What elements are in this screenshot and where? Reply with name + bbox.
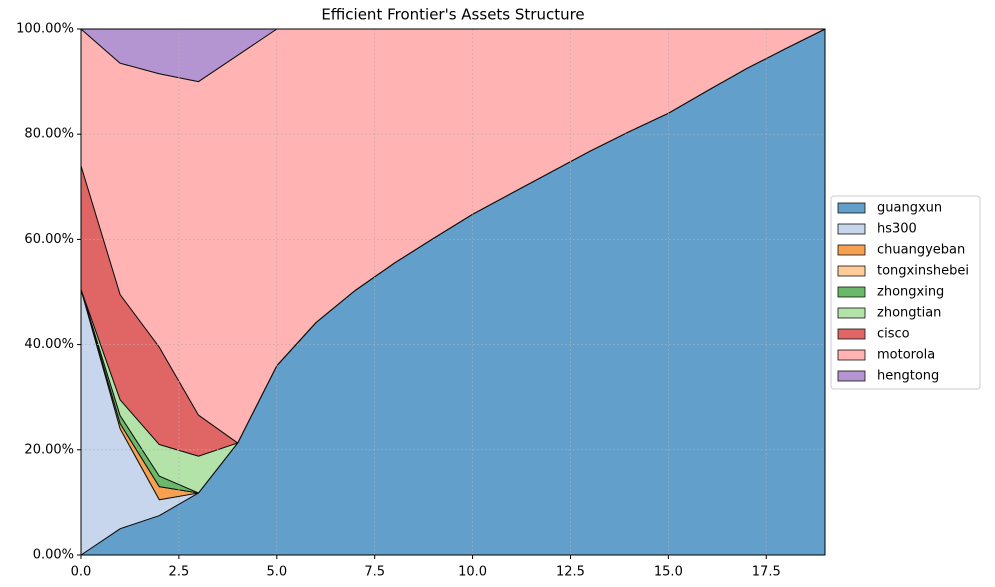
legend-label: zhongtian bbox=[877, 306, 941, 321]
x-tick-label: 12.5 bbox=[556, 565, 585, 580]
legend-box bbox=[830, 195, 981, 390]
legend-swatch bbox=[837, 202, 866, 214]
y-tick-label: 40.00% bbox=[24, 337, 74, 352]
legend-label: chuangyeban bbox=[877, 243, 965, 258]
legend-swatch bbox=[837, 349, 866, 361]
chart-title: Efficient Frontier's Assets Structure bbox=[321, 6, 584, 24]
legend-swatch bbox=[837, 286, 866, 298]
legend-swatch bbox=[837, 244, 866, 256]
legend-label: tongxinshebei bbox=[877, 264, 969, 279]
y-tick-label: 60.00% bbox=[24, 232, 74, 247]
x-tick-label: 17.5 bbox=[752, 565, 781, 580]
x-tick-label: 7.5 bbox=[364, 565, 385, 580]
y-tick-label: 80.00% bbox=[24, 127, 74, 142]
legend-label: guangxun bbox=[877, 201, 942, 216]
legend-label: zhongxing bbox=[877, 285, 944, 300]
plot-frame bbox=[80, 28, 826, 556]
y-tick-label: 0.00% bbox=[33, 548, 74, 563]
legend-swatch bbox=[837, 307, 866, 319]
y-tick-label: 100.00% bbox=[16, 22, 74, 37]
legend-swatch bbox=[837, 223, 866, 235]
x-tick-label: 2.5 bbox=[169, 565, 190, 580]
x-tick-label: 10.0 bbox=[458, 565, 487, 580]
x-tick-label: 0.0 bbox=[71, 565, 92, 580]
legend-swatch bbox=[837, 328, 866, 340]
legend-label: cisco bbox=[877, 327, 910, 342]
y-tick-label: 20.00% bbox=[24, 442, 74, 457]
x-tick-label: 15.0 bbox=[654, 565, 683, 580]
legend-label: hs300 bbox=[877, 222, 917, 237]
legend-swatch bbox=[837, 370, 866, 382]
x-tick-label: 5.0 bbox=[266, 565, 287, 580]
legend-label: motorola bbox=[877, 348, 935, 363]
legend-label: hengtong bbox=[877, 369, 939, 384]
legend-swatch bbox=[837, 265, 866, 277]
